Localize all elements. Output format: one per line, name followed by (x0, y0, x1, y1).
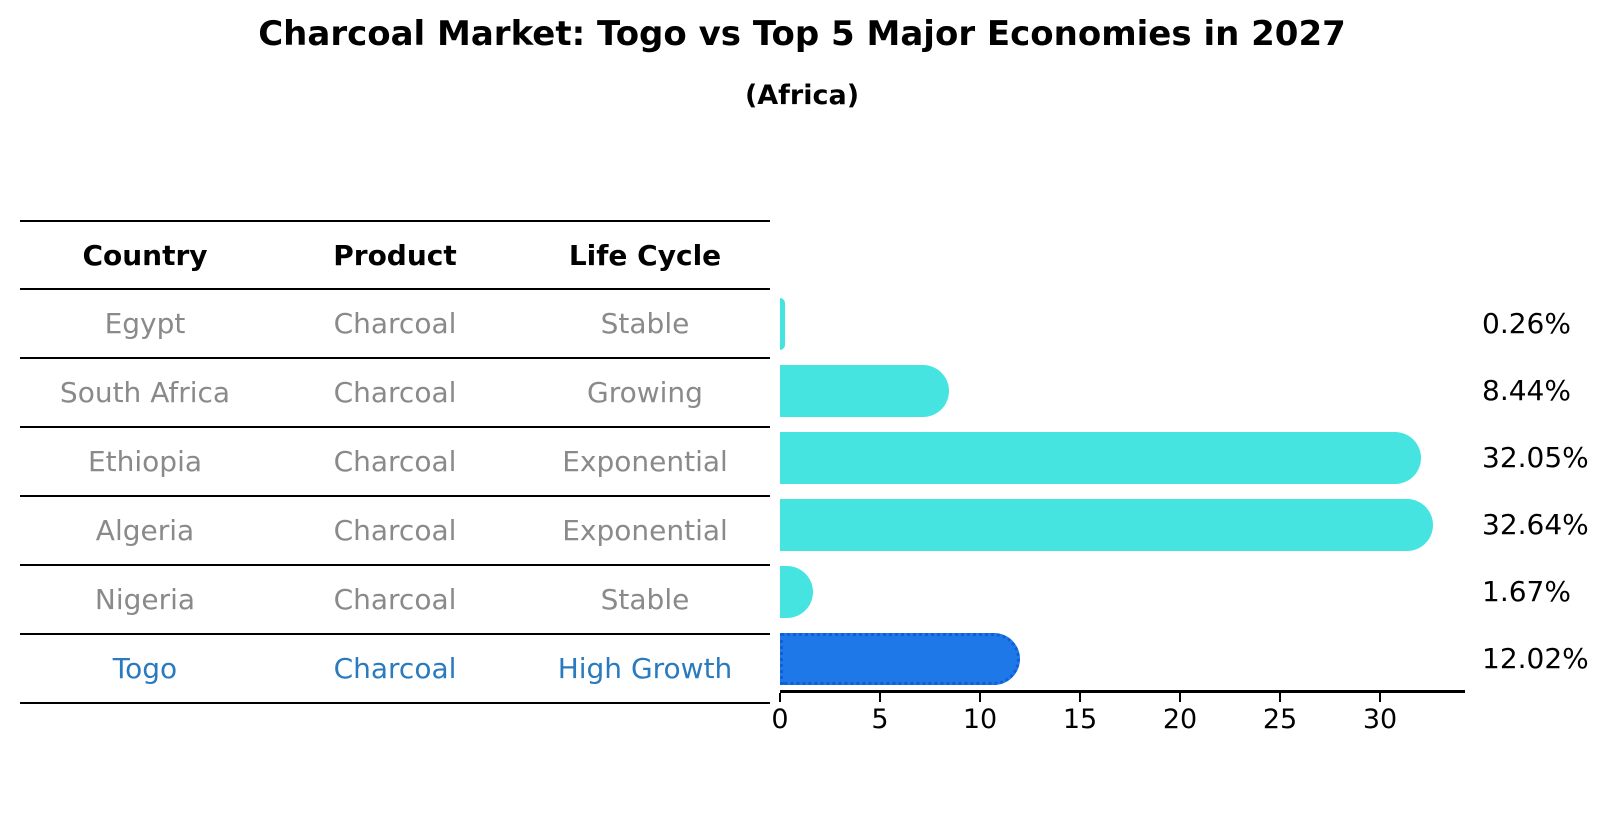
table-cell-country: Ethiopia (87, 445, 203, 478)
bar (780, 498, 1433, 551)
table-cell-product: Charcoal (333, 376, 457, 409)
x-tick-label: 5 (871, 704, 889, 735)
table-cell-product: Charcoal (333, 445, 457, 478)
bar (780, 364, 949, 417)
bar-togo-highlight (780, 632, 1021, 685)
table-body: Egypt Charcoal Stable South Africa Charcoal G… (20, 290, 770, 704)
bar-row (780, 558, 1465, 625)
x-tick-label: 0 (771, 704, 789, 735)
bar-row (780, 625, 1465, 692)
table-header-cell: Life Cycle (568, 238, 722, 272)
x-tick-mark (979, 693, 981, 702)
bar-row (780, 424, 1465, 491)
bar-chart-plot: 0 5 10 15 20 25 30 (771, 290, 1470, 735)
x-tick-mark (1179, 693, 1181, 702)
bar-row (780, 491, 1465, 558)
table-row: Algeria Charcoal Exponential (20, 497, 770, 566)
table-cell-country: Nigeria (94, 583, 196, 616)
table-cell-product: Charcoal (333, 652, 457, 685)
table-header-cell: Country (82, 238, 208, 272)
x-tick-label: 15 (1062, 704, 1098, 735)
value-label: 32.64% (1482, 508, 1589, 541)
table-row: Nigeria Charcoal Stable (20, 566, 770, 635)
x-tick-label: 10 (962, 704, 998, 735)
table-cell-life-cycle: Stable (600, 583, 690, 616)
bar-row (780, 290, 1465, 357)
table-cell-life-cycle: Exponential (562, 514, 728, 547)
value-label: 8.44% (1482, 374, 1571, 407)
table-header-cell: Product (333, 238, 457, 272)
value-label: 12.02% (1482, 642, 1589, 675)
x-tick-mark (1379, 693, 1381, 702)
table-cell-product: Charcoal (333, 583, 457, 616)
chart-subtitle: (Africa) (744, 80, 860, 111)
table-cell-country: South Africa (59, 376, 231, 409)
table-row: Togo Charcoal High Growth (20, 635, 770, 704)
table-cell-life-cycle: High Growth (557, 652, 733, 685)
x-tick-mark (879, 693, 881, 702)
table-cell-life-cycle: Stable (600, 307, 690, 340)
table-cell-product: Charcoal (333, 307, 457, 340)
table-row: South Africa Charcoal Growing (20, 359, 770, 428)
table-cell-life-cycle: Growing (587, 376, 703, 409)
table-header-row: Country Product Life Cycle (20, 220, 770, 290)
table-cell-country: Algeria (95, 514, 195, 547)
x-tick-mark (1279, 693, 1281, 702)
x-tick-label: 20 (1162, 704, 1198, 735)
x-tick-label: 25 (1262, 704, 1298, 735)
value-label: 32.05% (1482, 441, 1589, 474)
x-tick-mark (779, 693, 781, 702)
x-tick-mark (1079, 693, 1081, 702)
value-label: 0.26% (1482, 307, 1571, 340)
table-row: Egypt Charcoal Stable (20, 290, 770, 359)
bar (780, 297, 786, 350)
table-cell-country: Togo (112, 652, 178, 685)
table-cell-country: Egypt (104, 307, 186, 340)
bar (780, 565, 814, 618)
x-axis-line (780, 690, 1465, 693)
country-table: Country Product Life Cycle Egypt Charcoal St… (20, 220, 770, 704)
chart-title: Charcoal Market: Togo vs Top 5 Major Eco… (258, 14, 1346, 54)
table-cell-life-cycle: Exponential (562, 445, 728, 478)
table-row: Ethiopia Charcoal Exponential (20, 428, 770, 497)
value-label: 1.67% (1482, 575, 1571, 608)
x-tick-label: 30 (1362, 704, 1398, 735)
bar (780, 431, 1421, 484)
table-cell-product: Charcoal (333, 514, 457, 547)
bar-row (780, 357, 1465, 424)
